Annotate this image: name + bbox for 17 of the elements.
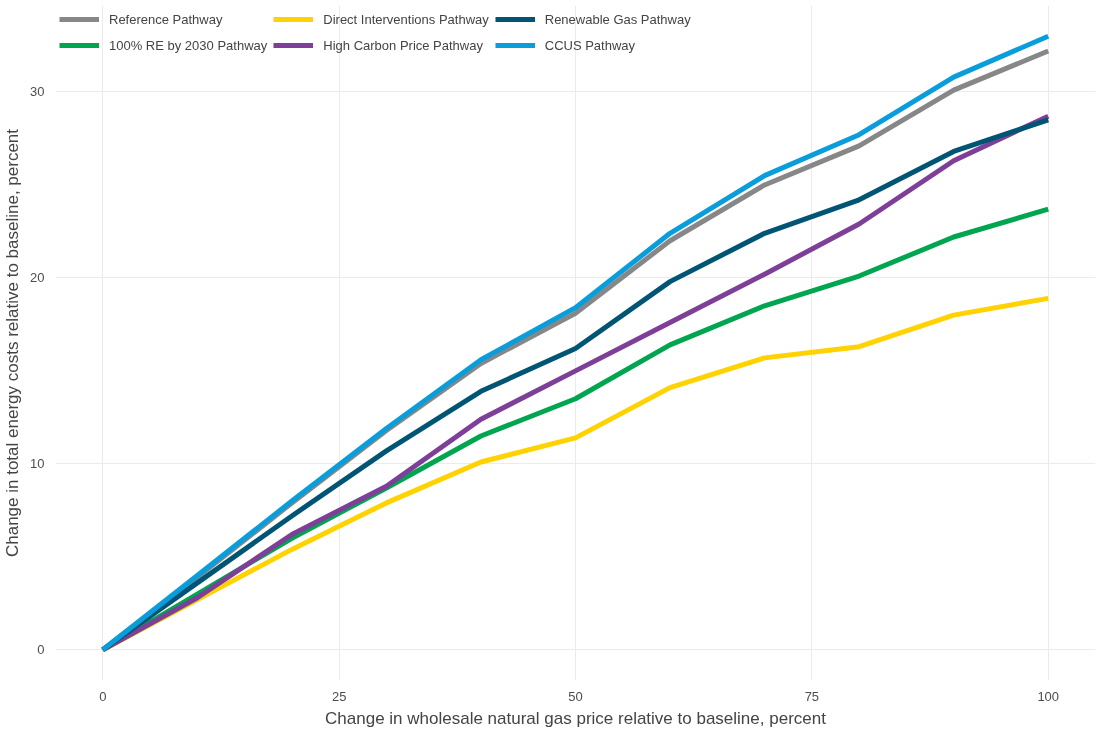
x-axis-title: Change in wholesale natural gas price relative to baseline, percent (325, 708, 827, 728)
y-tick-label: 0 (37, 642, 45, 658)
y-tick-label: 10 (30, 456, 45, 472)
legend-label: Renewable Gas Pathway (544, 11, 691, 27)
x-tick-label: 25 (331, 688, 347, 704)
y-axis-title: Change in total energy costs relative to baseline, percent (3, 128, 23, 558)
legend-label: Direct Interventions Pathway (323, 11, 489, 27)
x-tick-label: 50 (568, 688, 583, 704)
x-tick-label: 100 (1037, 688, 1060, 704)
legend-label: High Carbon Price Pathway (323, 37, 483, 53)
legend-label: 100% RE by 2030 Pathway (109, 37, 268, 53)
x-tick-label: 75 (804, 688, 820, 704)
legend-label: Reference Pathway (109, 11, 223, 27)
y-tick-label: 20 (30, 270, 45, 286)
legend-label: CCUS Pathway (544, 37, 636, 53)
y-tick-label: 30 (30, 84, 45, 100)
x-tick-label: 0 (99, 688, 107, 704)
